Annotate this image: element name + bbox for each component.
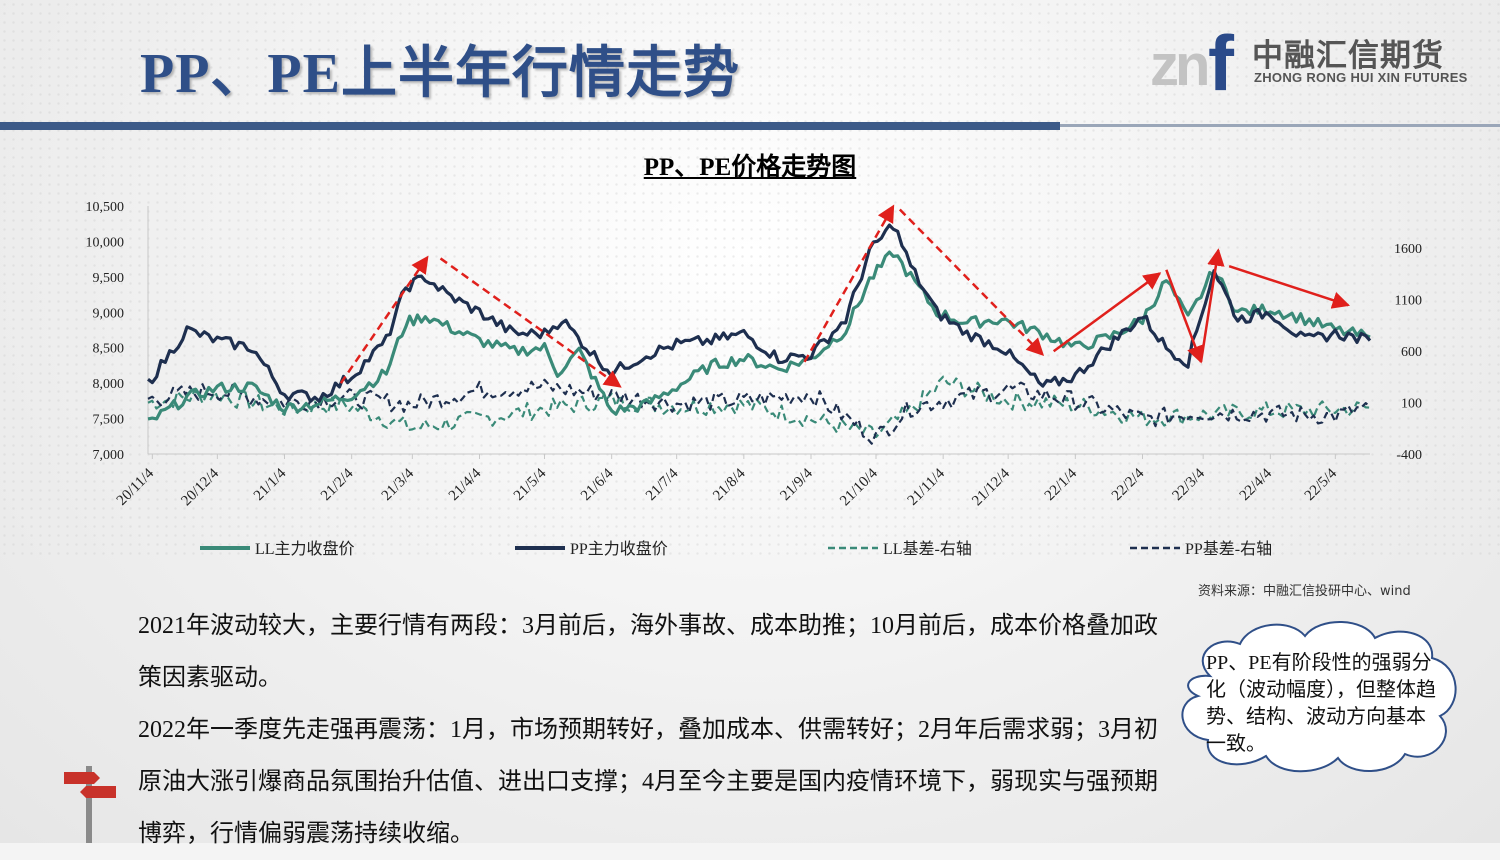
y-right-tick-label: 1600 [1394, 242, 1422, 257]
callout-text: PP、PE有阶段性的强弱分化（波动幅度），但整体趋势、结构、波动方向基本一致。 [1206, 652, 1436, 755]
x-tick-label: 20/12/4 [178, 465, 222, 509]
world-map-dots [0, 0, 1500, 560]
legend-label: PP基差-右轴 [1185, 540, 1272, 558]
x-tick-label: 21/6/4 [578, 465, 617, 504]
y-right-tick-label: -400 [1396, 448, 1422, 463]
chart-title: PP、PE价格走势图 [643, 154, 857, 181]
x-tick-label: 22/2/4 [1109, 465, 1148, 504]
logo-mark-gray: zn [1150, 33, 1210, 98]
x-tick-label: 21/5/4 [511, 465, 550, 504]
company-logo: zn f 中融汇信期货 ZHONG RONG HUI XIN FUTURES [1150, 18, 1480, 107]
series-line-2 [147, 223, 1372, 403]
callout-cloud-shape [1181, 621, 1457, 773]
y-left-tick-label: 9,500 [93, 271, 125, 286]
paragraph-2021: 2021年波动较大，主要行情有两段：3月前后，海外事故、成本助推；10月前后，成… [138, 613, 1158, 691]
series-line-1 [147, 250, 1371, 421]
legend-label: LL基差-右轴 [883, 540, 972, 558]
x-tick-label: 21/10/4 [837, 465, 881, 509]
trend-arrow [1165, 269, 1204, 364]
y-left-tick-label: 7,000 [93, 448, 125, 463]
header-divider [0, 122, 1500, 130]
y-left-tick-label: 10,500 [86, 200, 125, 215]
trend-arrow [439, 257, 622, 388]
series-line-4 [147, 378, 1371, 445]
y-left-tick-label: 8,500 [93, 342, 125, 357]
y-left-tick-label: 7,500 [93, 413, 125, 428]
y-right-tick-label: 1100 [1395, 294, 1422, 309]
x-tick-label: 21/3/4 [379, 465, 418, 504]
x-tick-label: 21/12/4 [969, 465, 1013, 509]
trend-arrow [1228, 265, 1350, 309]
data-source: 资料来源：中融汇信投研中心、wind [1198, 584, 1411, 599]
y-right-tick-label: 100 [1401, 397, 1422, 412]
body-text: 2021年波动较大，主要行情有两段：3月前后，海外事故、成本助推；10月前后，成… [138, 600, 1178, 860]
y-left-tick-label: 9,000 [93, 306, 125, 321]
x-tick-label: 22/3/4 [1170, 465, 1209, 504]
series-line-3 [147, 375, 1371, 439]
trend-arrow [1199, 248, 1225, 363]
legend-label: PP主力收盘价 [570, 539, 668, 558]
x-tick-label: 21/2/4 [318, 465, 357, 504]
x-tick-label: 21/9/4 [777, 465, 816, 504]
x-tick-label: 21/4/4 [446, 465, 485, 504]
trend-arrow [1052, 272, 1162, 353]
x-tick-label: 22/1/4 [1042, 465, 1081, 504]
chart-title-wrap: PP、PE价格走势图 [0, 147, 1500, 183]
x-tick-label: 21/11/4 [905, 465, 949, 509]
x-tick-label: 21/1/4 [251, 465, 290, 504]
paragraph-2022: 2022年一季度先走强再震荡：1月，市场预期转好，叠加成本、供需转好；2月年后需… [138, 717, 1158, 847]
slide-title: PP、PE上半年行情走势 [140, 43, 740, 105]
signpost-icon [64, 766, 116, 843]
trend-arrow [898, 208, 1045, 357]
y-left-tick-label: 10,000 [86, 235, 125, 250]
y-right-tick-label: 600 [1401, 345, 1422, 360]
logo-name-en: ZHONG RONG HUI XIN FUTURES [1254, 70, 1468, 85]
x-tick-label: 22/5/4 [1302, 465, 1341, 504]
trend-arrow [803, 204, 895, 363]
x-tick-label: 21/7/4 [643, 465, 682, 504]
legend-label: LL主力收盘价 [255, 539, 355, 558]
logo-mark-blue: f [1208, 19, 1234, 107]
logo-name-cn: 中融汇信期货 [1252, 38, 1444, 74]
x-tick-label: 22/4/4 [1237, 465, 1276, 504]
y-left-tick-label: 8,000 [93, 377, 125, 392]
x-tick-label: 21/8/4 [710, 465, 749, 504]
x-tick-label: 20/11/4 [114, 465, 158, 509]
